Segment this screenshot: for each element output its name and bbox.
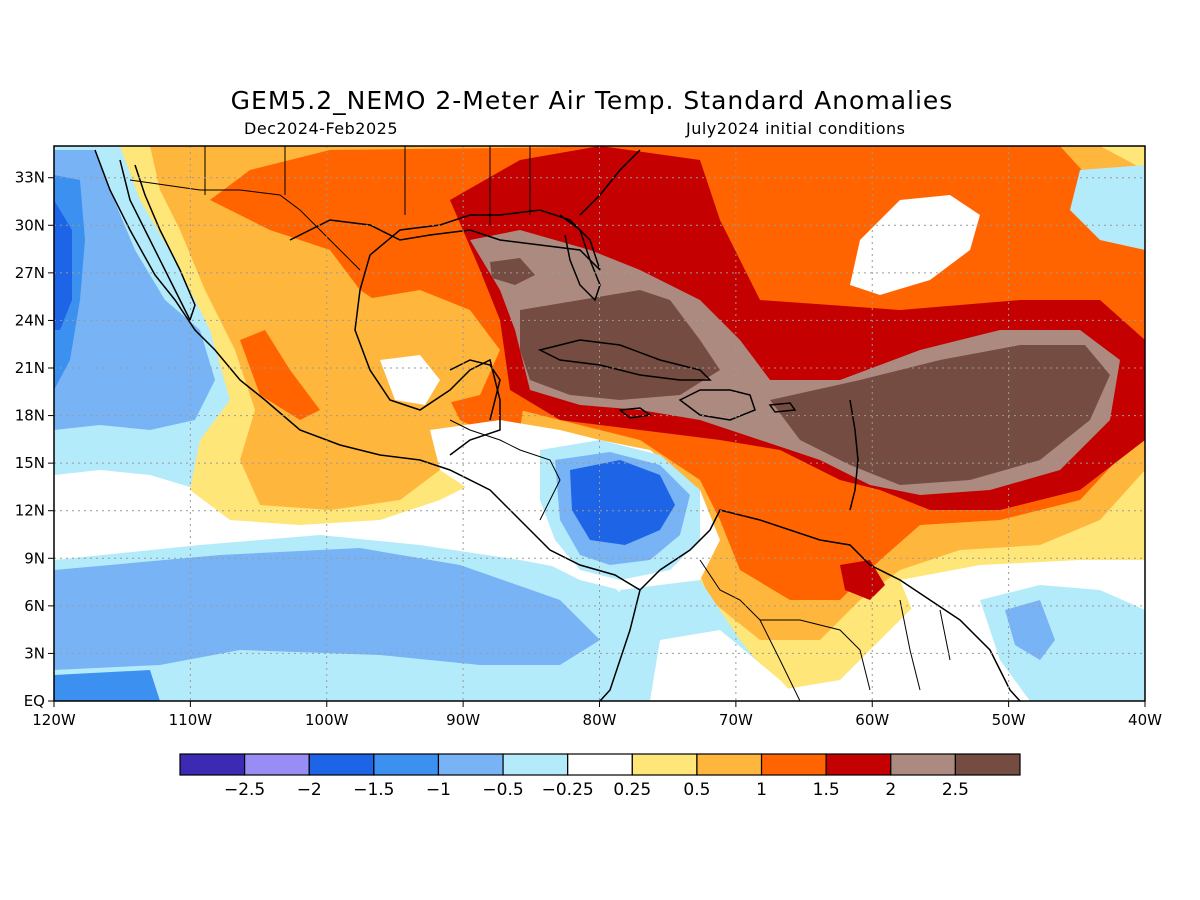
colorbar-label: −2.5 bbox=[224, 780, 265, 800]
guyana-red-patch bbox=[840, 560, 885, 600]
colorbar-swatch bbox=[760, 753, 827, 776]
lat-tick-label: 15N bbox=[15, 454, 45, 472]
colorbar-swatch bbox=[696, 753, 763, 776]
lat-tick-label: 6N bbox=[24, 597, 45, 615]
ne-atlantic-cyan-patch bbox=[1070, 165, 1145, 250]
lat-tick-label: 18N bbox=[15, 407, 45, 425]
lat-tick-label: 21N bbox=[15, 359, 45, 377]
lon-tick-label: 50W bbox=[992, 711, 1026, 729]
central-america-borders bbox=[449, 419, 561, 521]
hispaniola bbox=[678, 389, 756, 421]
mexico-west-orange-strip bbox=[240, 330, 320, 420]
cuba bbox=[537, 339, 712, 381]
lat-tick-label: 9N bbox=[24, 549, 45, 567]
initial-conditions: July2024 initial conditions bbox=[686, 119, 906, 138]
east-caribbean-brown-dark-region bbox=[770, 345, 1110, 485]
florida bbox=[559, 214, 601, 302]
colorbar-swatch bbox=[437, 753, 504, 776]
lat-tick-label: 12N bbox=[15, 502, 45, 520]
valid-period: Dec2024-Feb2025 bbox=[244, 119, 398, 138]
colorbar-label: 1.5 bbox=[813, 780, 840, 800]
lon-tick-label: 40W bbox=[1128, 711, 1162, 729]
anomaly-field bbox=[54, 146, 1145, 701]
baja-california bbox=[119, 159, 196, 322]
colorbar-label: −1.5 bbox=[353, 780, 394, 800]
gulf-brown-dark-patch bbox=[490, 258, 535, 285]
grid-lines bbox=[54, 146, 1145, 701]
colorbar-label: 0.25 bbox=[613, 780, 651, 800]
south-pacific-blue-patch bbox=[54, 670, 160, 701]
colorbar-swatch bbox=[373, 753, 440, 776]
latitude-axis: EQ 3N 6N 9N 12N 15N 18N 21N 24N 27N 30N 33N bbox=[15, 169, 54, 710]
colorbar-swatch bbox=[567, 753, 633, 776]
us-mexico-border bbox=[129, 179, 361, 271]
colorbar-swatch bbox=[825, 753, 892, 776]
map-title: GEM5.2_NEMO 2-Meter Air Temp. Standard A… bbox=[230, 86, 954, 115]
political-borders bbox=[129, 146, 951, 701]
lon-tick-label: 110W bbox=[169, 711, 213, 729]
atlantic-us-coast bbox=[579, 149, 641, 216]
colorbar-swatch bbox=[954, 753, 1021, 776]
colorbar-swatch bbox=[631, 753, 698, 776]
colorbar-swatch bbox=[890, 753, 956, 776]
lon-tick-label: 80W bbox=[583, 711, 617, 729]
lat-tick-label: 30N bbox=[15, 216, 45, 234]
lesser-antilles bbox=[849, 399, 859, 511]
pacific-deep-blue-region bbox=[54, 200, 72, 330]
colorbar-swatch bbox=[179, 753, 246, 776]
south-america-borders bbox=[699, 559, 951, 701]
lat-tick-label: 27N bbox=[15, 264, 45, 282]
south-america-white-region bbox=[650, 630, 800, 701]
colorbar-label: 0.5 bbox=[683, 780, 710, 800]
colorbar-label: 2 bbox=[885, 780, 896, 800]
lon-tick-label: 60W bbox=[855, 711, 889, 729]
lat-tick-label: 24N bbox=[15, 311, 45, 329]
colorbar-labels: −2.5 −2 −1.5 −1 −0.5 −0.25 0.25 0.5 1 1.5 2 2.5 bbox=[224, 780, 969, 800]
lat-tick-label: 33N bbox=[15, 169, 45, 187]
lon-tick-label: 100W bbox=[305, 711, 349, 729]
colorbar-swatch bbox=[502, 753, 569, 776]
colorbar bbox=[179, 753, 1021, 776]
atlantic-white-patch bbox=[850, 195, 980, 295]
yucatan-white-patch bbox=[380, 355, 440, 405]
colorbar-swatch bbox=[244, 753, 310, 776]
longitude-axis: 120W 110W 100W 90W 80W 70W 60W 50W 40W bbox=[32, 701, 1162, 729]
colorbar-label: 1 bbox=[756, 780, 767, 800]
colorbar-label: −0.25 bbox=[542, 780, 594, 800]
puerto-rico bbox=[768, 402, 797, 413]
lon-tick-label: 90W bbox=[446, 711, 480, 729]
lat-tick-label: 3N bbox=[24, 644, 45, 662]
south-atlantic-blue-patch bbox=[1005, 600, 1055, 660]
lon-tick-label: 120W bbox=[32, 711, 76, 729]
venezuela-colombia-coast bbox=[639, 509, 1021, 701]
jamaica bbox=[618, 407, 652, 419]
pacific-coast-mexico bbox=[94, 149, 641, 701]
colorbar-swatch bbox=[308, 753, 375, 776]
pacific-light-blue-region bbox=[54, 150, 215, 430]
colorbar-label: −2 bbox=[297, 780, 322, 800]
lon-tick-label: 70W bbox=[719, 711, 753, 729]
colorbar-label: −1 bbox=[426, 780, 451, 800]
caribbean-deep-blue-region bbox=[570, 460, 675, 545]
lat-tick-label: EQ bbox=[24, 692, 45, 710]
colorbar-label: −0.5 bbox=[482, 780, 523, 800]
colorbar-label: 2.5 bbox=[942, 780, 969, 800]
